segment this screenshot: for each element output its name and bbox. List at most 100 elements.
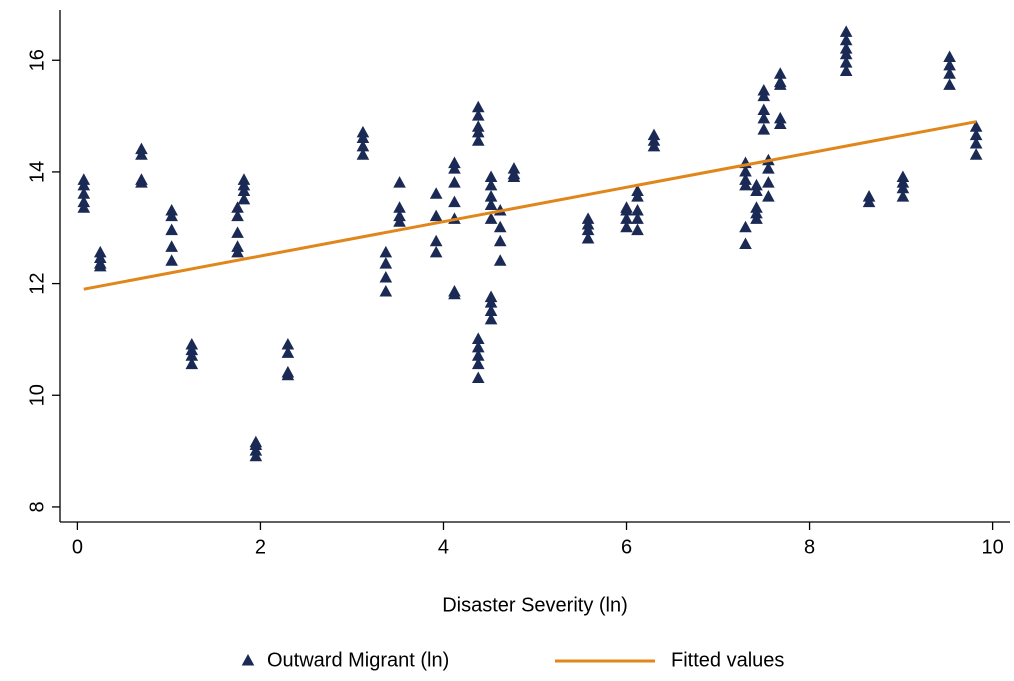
- scatter-point: [484, 212, 498, 224]
- scatter-point: [185, 349, 199, 361]
- scatter-point: [484, 190, 498, 202]
- scatter-point: [231, 209, 244, 222]
- scatter-point: [581, 231, 595, 244]
- scatter-point: [448, 176, 461, 188]
- scatter-point: [631, 223, 644, 236]
- scatter-point: [471, 100, 485, 113]
- scatter-point: [620, 220, 633, 233]
- scatter-point: [839, 64, 853, 76]
- scatter-point: [471, 349, 485, 361]
- scatter-point: [231, 245, 244, 258]
- scatter-point: [393, 215, 406, 227]
- scatter-point: [448, 195, 461, 208]
- y-tick-label: 16: [26, 49, 48, 71]
- scatter-point: [231, 201, 244, 213]
- x-axis-title: Disaster Severity (ln): [442, 594, 628, 616]
- scatter-point: [943, 78, 956, 90]
- scatter-point: [631, 204, 644, 216]
- scatter-point: [77, 201, 91, 213]
- scatter-point: [896, 190, 910, 202]
- scatter-point: [647, 139, 661, 152]
- scatter-point: [762, 190, 775, 202]
- scatter-point: [739, 220, 752, 233]
- scatter-point: [471, 109, 485, 121]
- scatter-point: [943, 67, 956, 79]
- x-tick-label: 0: [72, 536, 83, 558]
- y-tick-label: 8: [26, 501, 48, 512]
- scatter-point: [581, 223, 595, 236]
- scatter-point: [484, 312, 498, 325]
- scatter-point: [135, 176, 148, 188]
- scatter-point: [484, 198, 498, 210]
- scatter-point: [773, 78, 787, 90]
- scatter-point: [839, 33, 853, 46]
- scatter-point: [379, 284, 393, 297]
- scatter-point: [379, 271, 393, 283]
- scatter-point: [471, 357, 485, 370]
- scatter-point: [484, 296, 498, 308]
- x-tick-label: 8: [804, 536, 815, 558]
- scatter-point: [77, 187, 91, 199]
- scatter-point: [631, 212, 644, 224]
- scatter-point: [839, 25, 853, 37]
- scatter-point: [757, 89, 771, 102]
- scatter-point: [356, 148, 370, 160]
- scatter-point: [620, 212, 633, 224]
- scatter-point: [135, 148, 148, 160]
- scatter-point: [969, 120, 983, 132]
- scatter-point: [762, 162, 775, 174]
- scatter-point: [620, 204, 633, 216]
- scatter-point: [757, 111, 771, 124]
- scatter-point: [862, 195, 876, 208]
- scatter-point: [773, 67, 787, 79]
- scatter-point: [484, 178, 498, 191]
- scatter-point: [739, 237, 752, 250]
- legend-label: Outward Migrant (ln): [267, 649, 449, 671]
- scatter-point: [356, 139, 370, 152]
- legend-symbol: [241, 654, 255, 666]
- scatter-point: [484, 304, 498, 317]
- scatter-point: [429, 209, 443, 222]
- scatter-point: [943, 50, 956, 63]
- scatter-point: [249, 449, 263, 462]
- scatter-point: [631, 190, 644, 202]
- scatter-point: [969, 148, 983, 160]
- scatter-point: [429, 245, 443, 258]
- scatter-point: [448, 287, 461, 300]
- scatter-point: [471, 371, 485, 384]
- scatter-point: [896, 181, 910, 194]
- scatter-point: [471, 125, 485, 138]
- scatter-point: [165, 223, 178, 236]
- scatter-point: [429, 234, 443, 247]
- scatter-point: [839, 56, 853, 68]
- scatter-point: [739, 178, 752, 191]
- scatter-point: [943, 58, 956, 71]
- scatter-point: [762, 176, 775, 188]
- scatter-point: [750, 212, 763, 224]
- scatter-point: [281, 338, 295, 350]
- x-tick-label: 10: [981, 536, 1003, 558]
- scatter-point: [165, 254, 178, 266]
- scatter-point: [493, 220, 507, 233]
- scatter-point: [969, 137, 983, 149]
- scatter-point: [393, 201, 406, 213]
- scatter-point: [185, 357, 199, 370]
- scatter-point: [484, 170, 498, 183]
- scatter-point: [281, 368, 295, 381]
- legend-label: Fitted values: [671, 649, 784, 671]
- fitted-line: [83, 120, 977, 291]
- x-tick-label: 6: [621, 536, 632, 558]
- scatter-point: [356, 131, 370, 143]
- scatter-point: [773, 117, 787, 130]
- x-tick-label: 2: [255, 536, 266, 558]
- scatter-point: [237, 184, 251, 197]
- scatter-point: [393, 176, 406, 188]
- scatter-point: [429, 187, 443, 199]
- scatter-point: [739, 164, 752, 177]
- scatter-point: [471, 332, 485, 344]
- scatter-point: [471, 340, 485, 353]
- scatter-point: [493, 234, 507, 247]
- scatter-point: [471, 134, 485, 146]
- scatter-point: [969, 128, 983, 141]
